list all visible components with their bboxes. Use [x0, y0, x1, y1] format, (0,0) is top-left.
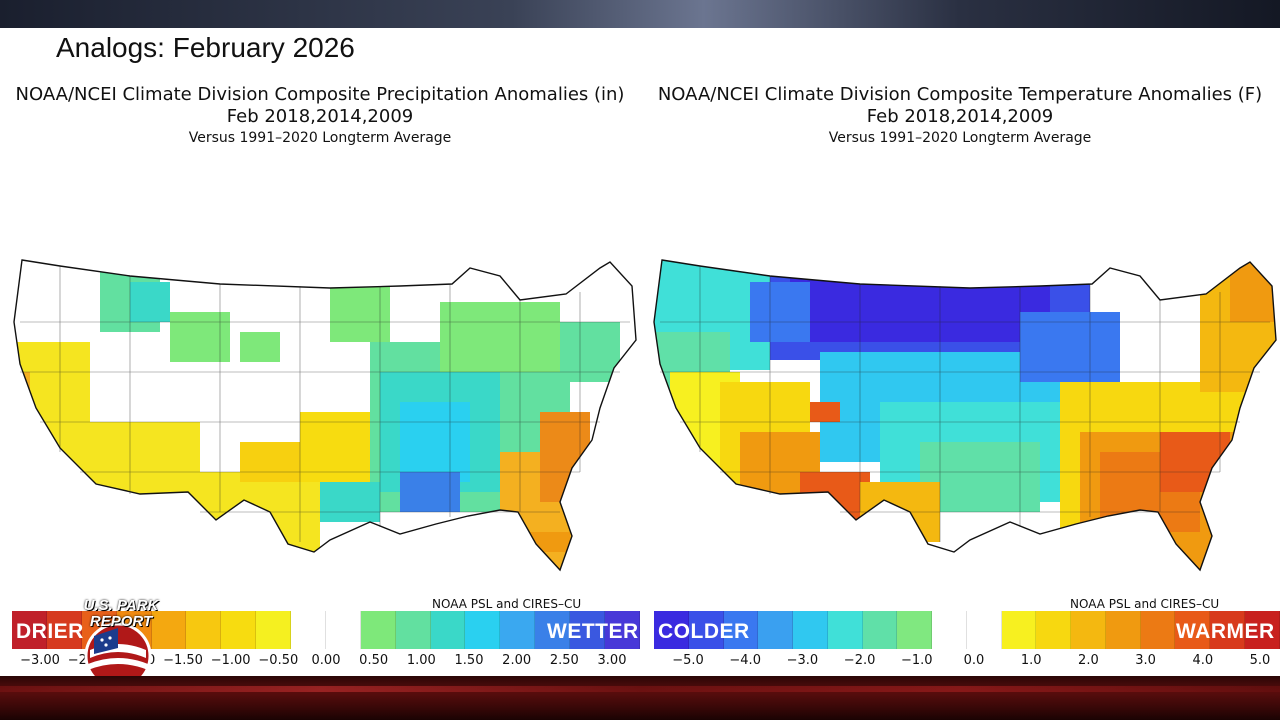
tick-label: 5.0 [1249, 653, 1271, 668]
tick-label: 1.50 [454, 653, 484, 668]
tick-label: 4.0 [1192, 653, 1214, 668]
temperature-map [653, 259, 1277, 572]
colorbar-swatch [430, 611, 466, 649]
colorbar-swatch [221, 611, 257, 649]
tick-label: 0.50 [359, 653, 389, 668]
tick-label: −2.0 [843, 653, 876, 668]
bottom-video-band [0, 676, 1280, 720]
colorbar-swatch [1140, 611, 1176, 649]
colorbar-swatch [360, 611, 396, 649]
logo-wordmark: U.S. PARK REPORT [66, 598, 176, 630]
temp-years: Feb 2018,2014,2009 [866, 106, 1054, 127]
precip-colorbar [12, 611, 640, 649]
tick-label: −1.0 [901, 653, 933, 668]
tick-label: 2.00 [502, 653, 532, 668]
wetter-label: WETTER [547, 620, 639, 643]
colorbar-swatch [1001, 611, 1037, 649]
colorbar-swatch [12, 611, 47, 649]
colorbar-swatch [1105, 611, 1141, 649]
us-park-report-logo [84, 622, 152, 690]
precip-years: Feb 2018,2014,2009 [226, 106, 414, 127]
tick-label: 3.00 [597, 653, 627, 668]
tick-label: −1.50 [163, 653, 203, 668]
colorbar-swatch [1036, 611, 1072, 649]
colorbar-swatch [46, 611, 82, 649]
precipitation-panel: NOAA/NCEI Climate Division Composite Pre… [0, 84, 640, 674]
logo-line-1: U.S. PARK [83, 597, 159, 614]
colorbar-swatch [604, 611, 640, 649]
colorbar-swatch [186, 611, 222, 649]
colorbar-swatch [570, 611, 605, 649]
colorbar-swatch [1071, 611, 1106, 649]
top-video-band [0, 0, 1280, 28]
tick-label: −0.50 [258, 653, 299, 668]
colorbar-swatch [862, 611, 898, 649]
colorbar-swatch [827, 611, 863, 649]
drier-label: DRIER [16, 620, 84, 643]
tick-label: 1.00 [406, 653, 436, 668]
precip-title-block: NOAA/NCEI Climate Division Composite Pre… [0, 84, 640, 148]
temp-title: NOAA/NCEI Climate Division Composite Tem… [657, 84, 1263, 105]
colorbar-swatch [654, 611, 689, 649]
colorbar-swatch [932, 611, 967, 649]
precip-title: NOAA/NCEI Climate Division Composite Pre… [15, 84, 625, 105]
temp-baseline: Versus 1991–2020 Longterm Average [828, 130, 1092, 146]
colorbar-swatch [325, 611, 361, 649]
tick-label: 0.00 [311, 653, 341, 668]
tick-label: 1.0 [1020, 653, 1042, 668]
precip-map [13, 259, 637, 572]
colorbar-swatch [500, 611, 536, 649]
tick-label: −3.00 [20, 653, 60, 668]
colorbar-swatch [291, 611, 326, 649]
tick-label: 2.0 [1078, 653, 1099, 668]
colorbar-swatch [535, 611, 570, 649]
tick-label: −5.0 [672, 653, 704, 668]
colorbar-swatch [256, 611, 291, 649]
colorbar-swatch [723, 611, 759, 649]
warmer-label: WARMER [1176, 620, 1275, 643]
logo-line-2: REPORT [89, 613, 153, 630]
colorbar-swatch [897, 611, 933, 649]
tick-label: 2.50 [549, 653, 579, 668]
colorbar-swatch [465, 611, 501, 649]
tick-label: −3.0 [786, 653, 819, 668]
tick-label: 0.0 [963, 653, 985, 668]
colorbar-swatch [395, 611, 431, 649]
colorbar-swatch [1175, 611, 1211, 649]
temp-title-block: NOAA/NCEI Climate Division Composite Tem… [640, 84, 1280, 148]
colder-label: COLDER [658, 620, 750, 643]
tick-label: −4.0 [729, 653, 761, 668]
colorbar-swatch [966, 611, 1002, 649]
colorbar-swatch [688, 611, 724, 649]
tick-label: −1.00 [210, 653, 251, 668]
temperature-panel: NOAA/NCEI Climate Division Composite Tem… [640, 84, 1280, 674]
colorbar-swatch [793, 611, 828, 649]
temp-credit: NOAA PSL and CIRES–CU [1070, 597, 1220, 611]
precip-baseline: Versus 1991–2020 Longterm Average [188, 130, 452, 146]
page-heading: Analogs: February 2026 [56, 32, 355, 63]
colorbar-swatch [1210, 611, 1246, 649]
tick-label: 3.0 [1135, 653, 1156, 668]
colorbar-swatch [758, 611, 794, 649]
colorbar-swatch [1245, 611, 1280, 649]
colorbar-swatch [151, 611, 187, 649]
temperature-colorbar [654, 611, 1280, 649]
precip-credit: NOAA PSL and CIRES–CU [432, 597, 582, 611]
